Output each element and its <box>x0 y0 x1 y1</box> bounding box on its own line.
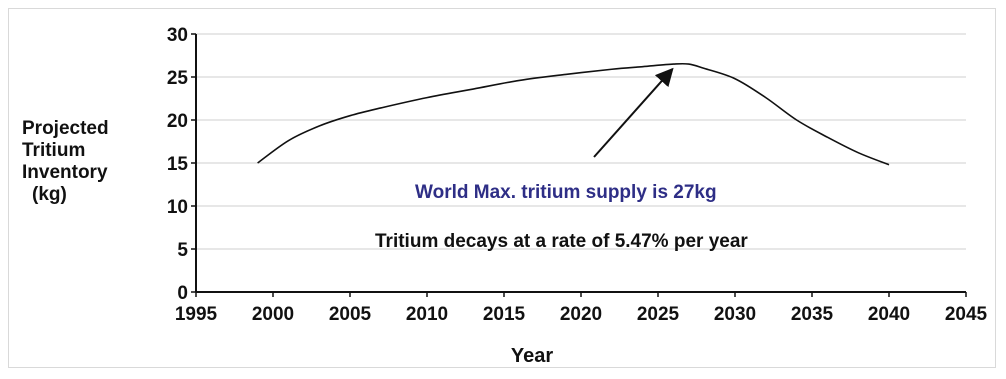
series-line <box>257 62 890 166</box>
annotation-max-supply: World Max. tritium supply is 27kg <box>415 182 717 203</box>
y-tick-label: 0 <box>177 283 188 304</box>
y-axis-label-line: Inventory <box>22 162 108 183</box>
x-tick-label: 2030 <box>714 304 756 325</box>
chart-frame <box>8 8 996 368</box>
y-tick-label: 20 <box>167 111 188 132</box>
y-tick-label: 5 <box>177 240 188 261</box>
x-tick-label: 2010 <box>406 304 448 325</box>
y-axis-label-line: Projected <box>22 118 109 139</box>
x-tick-label: 2015 <box>483 304 526 325</box>
y-tick-label: 30 <box>167 25 188 46</box>
x-tick-label: 2025 <box>637 304 680 325</box>
annotation-decay-rate: Tritium decays at a rate of 5.47% per ye… <box>375 231 748 252</box>
y-axis-label-line: Tritium <box>22 140 86 161</box>
x-tick-label: 2045 <box>945 304 988 325</box>
x-tick-label: 2020 <box>560 304 602 325</box>
y-axis-label-line: (kg) <box>32 184 67 205</box>
x-axis-label: Year <box>511 345 553 367</box>
gridlines <box>196 33 966 250</box>
x-tick-label: 2035 <box>791 304 834 325</box>
x-tick-label: 2000 <box>252 304 294 325</box>
x-tick-labels: 1995 2000 2005 2010 2015 2020 2025 2030 2035 2040… <box>175 292 988 325</box>
x-tick-label: 1995 <box>175 304 218 325</box>
y-tick-label: 15 <box>167 154 189 175</box>
x-tick-label: 2040 <box>868 304 910 325</box>
x-tick-label: 2005 <box>329 304 372 325</box>
y-tick-label: 25 <box>167 68 189 89</box>
y-tick-labels: 0 5 10 15 20 25 30 <box>167 25 196 304</box>
y-axis-label: Projected Tritium Inventory (kg) <box>22 118 150 206</box>
y-tick-label: 10 <box>167 197 188 218</box>
annotation-arrow <box>593 67 674 158</box>
